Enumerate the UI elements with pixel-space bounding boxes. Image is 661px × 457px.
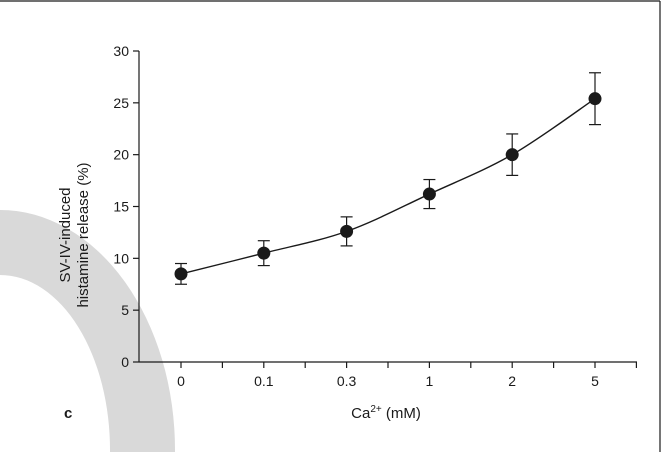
data-series	[174, 72, 602, 285]
y-tick-label: 30	[113, 43, 129, 59]
series-line	[180, 98, 596, 275]
y-tick-label: 5	[121, 302, 129, 318]
y-axis-title-line-1: SV-IV-induced	[57, 187, 74, 282]
x-axis-title-superscript: 2+	[370, 404, 382, 415]
data-point	[174, 267, 188, 281]
y-tick-label: 0	[121, 354, 129, 370]
y-tick-label: 15	[113, 199, 129, 215]
y-tick-label: 25	[113, 95, 129, 111]
decorative-arc	[0, 210, 176, 452]
x-axis: 0 0.1 0.3 1 2 5	[139, 361, 638, 389]
data-point	[505, 148, 519, 162]
data-point	[422, 187, 436, 201]
x-axis-title: Ca2+ (mM)	[351, 404, 421, 422]
x-tick-label: 5	[591, 373, 599, 389]
x-tick-label: 0.3	[337, 373, 357, 389]
y-tick-label: 10	[113, 250, 129, 266]
data-point	[257, 246, 271, 260]
y-axis-title: SV-IV-induced histamine release (%)	[57, 162, 92, 307]
x-tick-label: 0.1	[254, 373, 274, 389]
y-axis: 0 5 10 15 20 25 30	[113, 43, 140, 370]
x-axis-title-unit: (mM)	[382, 405, 421, 422]
x-tick-label: 2	[508, 373, 516, 389]
x-axis-title-base: Ca	[351, 405, 371, 422]
data-point	[588, 92, 602, 106]
y-tick-label: 20	[113, 147, 129, 163]
x-tick-label: 1	[426, 373, 434, 389]
y-axis-title-line-2: histamine release (%)	[75, 162, 92, 307]
panel-label: c	[64, 405, 72, 422]
x-tick-label: 0	[177, 373, 185, 389]
data-point	[340, 224, 354, 238]
